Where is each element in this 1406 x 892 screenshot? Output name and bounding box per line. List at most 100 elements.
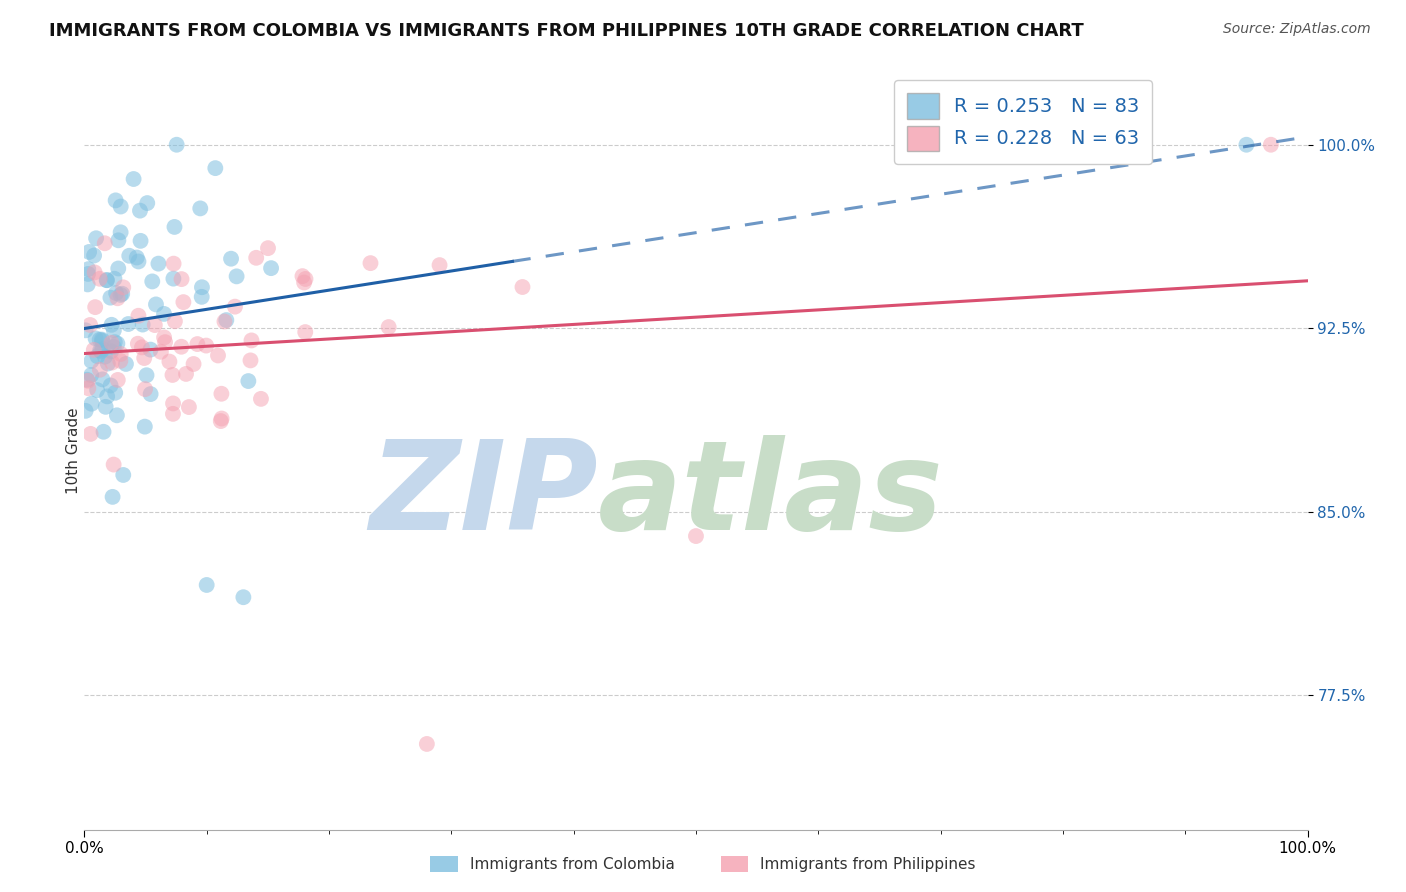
Point: [211, 411, 233, 425]
Point: [77, 381, 100, 395]
Point: [89, 363, 111, 377]
Point: [84, 331, 107, 345]
Point: [204, 161, 226, 175]
Point: [76, 277, 98, 292]
Point: [100, 344, 122, 359]
Point: [291, 269, 314, 284]
Point: [209, 414, 232, 428]
Point: [107, 261, 129, 276]
Point: [135, 368, 157, 383]
Point: [101, 355, 124, 369]
Point: [118, 249, 141, 263]
Point: [80, 397, 103, 411]
Point: [292, 276, 315, 290]
Point: [163, 219, 186, 234]
Point: [240, 334, 263, 348]
Point: [512, 280, 534, 294]
Point: [111, 286, 134, 301]
Y-axis label: 10th Grade: 10th Grade: [66, 407, 80, 494]
Point: [162, 257, 184, 271]
Point: [195, 578, 218, 592]
Point: [103, 323, 125, 337]
Point: [143, 318, 166, 332]
Point: [80, 354, 103, 368]
Point: [93, 236, 115, 251]
Point: [122, 172, 145, 186]
Point: [377, 320, 399, 334]
Point: [188, 202, 211, 216]
Point: [225, 269, 247, 284]
Point: [157, 354, 180, 368]
Point: [105, 336, 128, 351]
Point: [112, 467, 135, 482]
Point: [104, 194, 127, 208]
Point: [1260, 137, 1282, 152]
Point: [129, 203, 152, 218]
Point: [117, 317, 139, 331]
Point: [238, 374, 260, 388]
Point: [104, 385, 127, 400]
Point: [75, 323, 97, 337]
Point: [84, 300, 107, 314]
Point: [232, 591, 254, 605]
Point: [183, 357, 205, 371]
Point: [86, 383, 108, 397]
Point: [96, 389, 118, 403]
Point: [110, 200, 132, 214]
Point: [129, 234, 152, 248]
Point: [79, 318, 101, 332]
Point: [86, 349, 108, 363]
Point: [94, 400, 117, 414]
Point: [215, 313, 238, 327]
Text: ZIP: ZIP: [370, 435, 598, 557]
Point: [110, 354, 132, 368]
Point: [260, 261, 283, 276]
Point: [166, 137, 188, 152]
Point: [93, 425, 115, 439]
Point: [100, 318, 122, 332]
Point: [186, 337, 208, 351]
Point: [90, 344, 112, 359]
Point: [257, 241, 280, 255]
Point: [96, 273, 118, 287]
Point: [148, 257, 170, 271]
Point: [131, 318, 153, 332]
Point: [162, 407, 184, 421]
Point: [134, 382, 156, 396]
Point: [209, 386, 232, 401]
Point: [103, 458, 125, 472]
Point: [162, 368, 184, 382]
Point: [127, 254, 149, 268]
Point: [190, 290, 212, 304]
Point: [294, 325, 316, 339]
Point: [162, 271, 184, 285]
Text: IMMIGRANTS FROM COLOMBIA VS IMMIGRANTS FROM PHILIPPINES 10TH GRADE CORRELATION C: IMMIGRANTS FROM COLOMBIA VS IMMIGRANTS F…: [49, 22, 1084, 40]
Point: [89, 343, 111, 358]
Point: [172, 295, 194, 310]
Point: [94, 350, 117, 364]
Point: [105, 286, 128, 301]
Point: [174, 367, 197, 381]
Point: [224, 300, 246, 314]
Point: [177, 400, 200, 414]
Point: [163, 314, 186, 328]
Point: [77, 244, 100, 259]
Point: [80, 368, 103, 382]
Point: [79, 426, 101, 441]
Point: [127, 336, 149, 351]
Point: [104, 334, 127, 349]
Point: [83, 265, 105, 279]
Point: [145, 297, 167, 311]
Point: [1236, 137, 1258, 152]
Point: [149, 344, 172, 359]
Point: [103, 271, 125, 285]
Point: [110, 225, 132, 239]
Point: [83, 248, 105, 262]
Point: [77, 267, 100, 281]
Point: [97, 357, 120, 371]
Point: [685, 529, 707, 543]
Point: [89, 333, 111, 347]
Point: [239, 353, 262, 368]
Point: [125, 251, 148, 265]
Point: [110, 347, 132, 361]
